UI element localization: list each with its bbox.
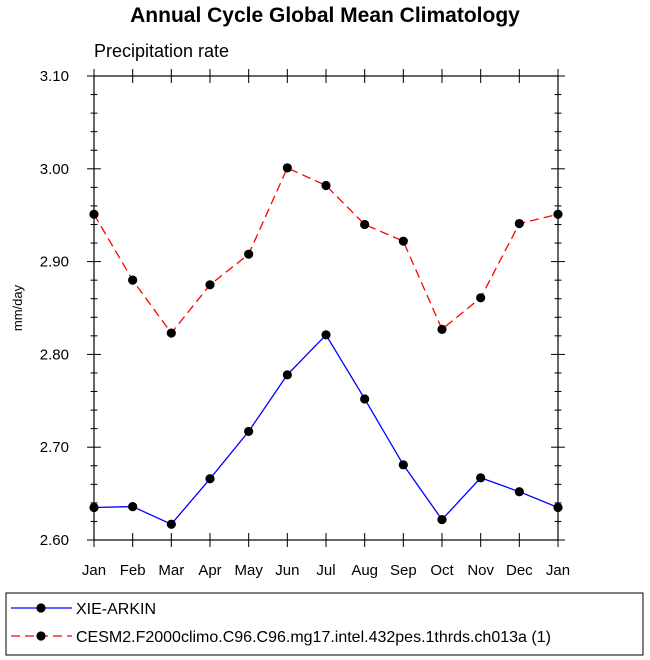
x-tick-label: Feb [120, 562, 146, 579]
series-0-point [89, 502, 99, 513]
x-tick-label: Jan [82, 562, 106, 579]
y-tick-label: 3.00 [40, 161, 69, 178]
x-tick-label: Oct [430, 562, 454, 579]
y-tick-label: 2.60 [40, 532, 69, 549]
series-layer [89, 163, 563, 529]
series-line-1 [93, 167, 559, 335]
x-tick-label: Jan [546, 562, 570, 579]
series-0-point [398, 460, 408, 470]
series-1-point [360, 219, 370, 230]
legend-marker-xie-arkin [36, 603, 46, 613]
series-0-point [128, 501, 138, 512]
series-1-point [282, 163, 292, 173]
chart-subtitle: Precipitation rate [94, 41, 229, 61]
series-1-point [166, 328, 176, 338]
series-0-point [282, 370, 292, 380]
series-0-point [205, 474, 215, 484]
y-tick-label: 2.80 [40, 346, 69, 363]
x-tick-label: Jul [316, 562, 335, 579]
series-1-point [244, 249, 254, 259]
y-tick-label: 2.90 [40, 254, 69, 271]
series-1-point [476, 293, 486, 303]
y-tick-label: 3.10 [40, 68, 69, 85]
series-0-point [553, 502, 563, 513]
series-0-point [437, 514, 447, 525]
x-tick-label: Aug [351, 562, 378, 579]
series-line-0 [93, 333, 559, 525]
series-1-point [205, 280, 215, 290]
x-tick-label: Nov [467, 562, 494, 579]
chart-title: Annual Cycle Global Mean Climatology [130, 4, 520, 27]
series-1-point [128, 275, 138, 285]
y-axis-label: mm/day [10, 284, 25, 331]
legend-item-xie-arkin: XIE-ARKIN [11, 601, 156, 618]
legend-label-xie-arkin: XIE-ARKIN [76, 601, 156, 618]
series-0-point [514, 487, 524, 497]
axis-ticks [87, 69, 565, 547]
series-1-point [321, 180, 331, 191]
y-tick-label: 2.70 [40, 439, 69, 456]
x-tick-labels: Jan Feb Mar Apr May Jun Jul Aug Sep Oct Nov Dec Jan [82, 562, 570, 579]
legend-item-cesm2: CESM2.F2000climo.C96.C96.mg17.intel.432p… [11, 629, 551, 646]
series-0-point [166, 519, 176, 529]
series-1-point [89, 209, 99, 219]
x-tick-label: Apr [198, 562, 221, 579]
y-tick-labels: 2.60 2.70 2.80 2.90 3.00 3.10 [40, 68, 69, 549]
series-0-point [476, 473, 486, 483]
legend-marker-cesm2 [36, 631, 46, 641]
series-0-point [360, 394, 370, 404]
series-0-point [244, 426, 254, 437]
x-tick-label: Sep [390, 562, 417, 579]
legend-label-cesm2: CESM2.F2000climo.C96.C96.mg17.intel.432p… [76, 629, 551, 646]
x-tick-label: Dec [506, 562, 533, 579]
series-1-point [514, 218, 524, 229]
legend-box [5, 592, 644, 656]
series-1-point [398, 236, 408, 246]
x-tick-label: Mar [158, 562, 184, 579]
x-tick-label: Jun [275, 562, 299, 579]
plot-frame [93, 75, 559, 541]
series-1-point [553, 209, 563, 219]
x-tick-label: May [234, 562, 263, 579]
series-0-point [321, 330, 331, 340]
series-1-point [437, 324, 447, 334]
